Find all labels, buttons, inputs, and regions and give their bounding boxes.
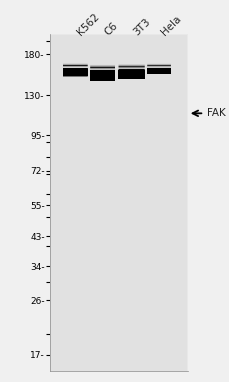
Text: FAK: FAK [207,108,226,118]
Text: 3T3: 3T3 [131,16,152,37]
Text: K562: K562 [75,11,101,37]
Text: Hela: Hela [159,13,183,37]
Text: C6: C6 [103,20,120,37]
